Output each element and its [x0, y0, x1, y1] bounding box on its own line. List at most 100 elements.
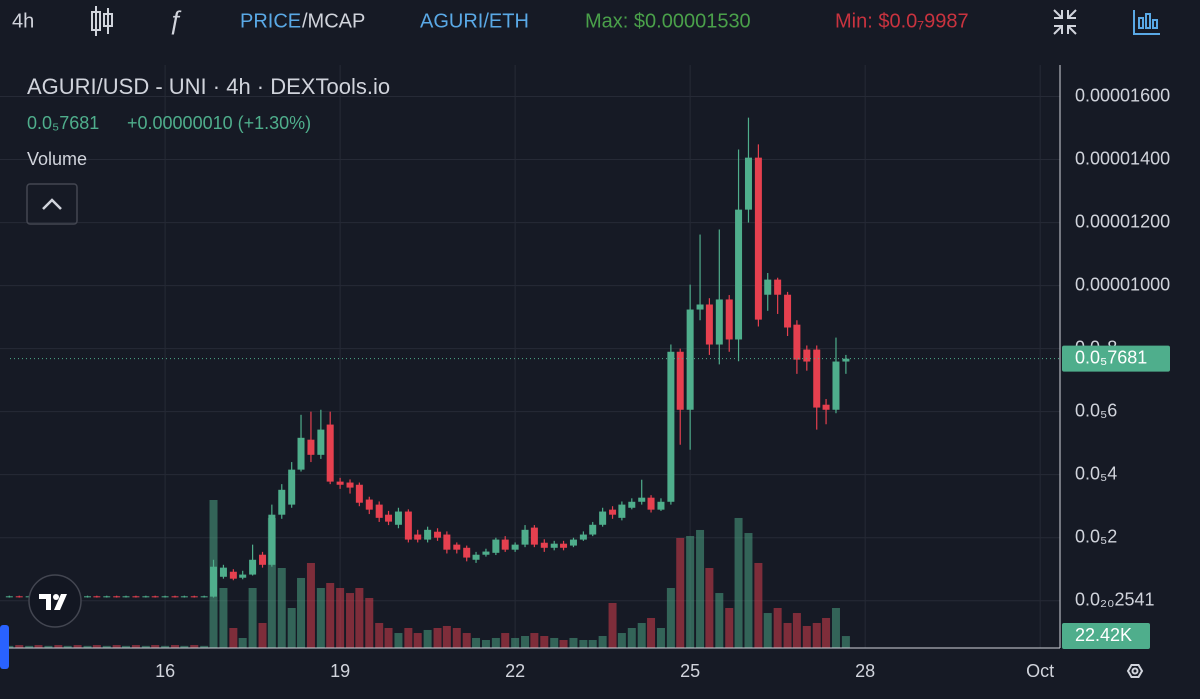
candle-body	[268, 514, 276, 565]
candle-body	[5, 596, 13, 598]
candle-body	[530, 527, 538, 545]
candle-body	[822, 404, 830, 410]
volume-bar	[559, 640, 568, 648]
volume-bar	[346, 593, 355, 648]
candle-body	[521, 529, 529, 545]
volume-bar	[131, 645, 140, 648]
volume-bar	[676, 537, 685, 648]
volume-bar	[608, 602, 617, 648]
volume-bar	[190, 645, 199, 648]
volume-bar	[579, 640, 588, 648]
mcap-toggle[interactable]: /MCAP	[302, 10, 365, 32]
candle-body	[210, 566, 218, 597]
expand-icon[interactable]	[1053, 9, 1077, 35]
candle-body	[482, 551, 490, 555]
volume-bar	[306, 562, 315, 648]
candle-body	[492, 539, 500, 553]
volume-bar	[5, 645, 14, 648]
volume-bar	[287, 608, 296, 648]
candle-body	[676, 351, 684, 410]
candle-body	[326, 424, 334, 482]
x-tick-label: Oct	[1026, 661, 1054, 681]
candle-body	[579, 534, 587, 540]
candle-body	[365, 499, 373, 510]
volume-bar	[180, 645, 189, 648]
max-price: Max: $0.00001530	[585, 10, 751, 32]
candle-body	[725, 299, 733, 340]
candle-body	[715, 299, 723, 345]
volume-legend: Volume	[27, 149, 87, 169]
settings-icon[interactable]	[1126, 664, 1144, 678]
candle-body	[122, 596, 130, 598]
candle-body	[346, 482, 354, 488]
volume-bar	[277, 568, 286, 648]
candle-body	[385, 514, 393, 522]
volume-bar	[540, 636, 549, 648]
candle-body	[161, 596, 169, 598]
candle-body	[589, 524, 597, 535]
candle-body	[832, 361, 840, 410]
volume-bar	[365, 597, 374, 648]
y-tick-label: 0.00001200	[1075, 211, 1170, 231]
volume-bar	[122, 645, 131, 648]
candle-body	[394, 511, 402, 525]
volume-bar	[404, 628, 413, 648]
volume-bar	[238, 638, 247, 648]
volume-bar	[394, 633, 403, 648]
volume-bar	[336, 588, 345, 648]
candle-body	[696, 304, 704, 310]
candle-body	[307, 439, 315, 455]
volume-bar	[686, 536, 695, 648]
volume-bar	[773, 608, 782, 648]
volume-bar	[481, 640, 490, 648]
tradingview-logo[interactable]	[28, 574, 82, 628]
y-tick-label: 0.00001400	[1075, 148, 1170, 168]
volume-bar	[647, 617, 656, 648]
plot: 0.00001600 0.00001400 0.00001200 0.00001000…	[0, 65, 1170, 681]
indicator-icon[interactable]	[1133, 10, 1160, 35]
candle-body	[667, 351, 675, 502]
volume-bar	[617, 633, 626, 648]
volume-bar	[44, 645, 53, 648]
volume-bar	[92, 645, 101, 648]
x-tick-label: 16	[155, 661, 175, 681]
candle-body	[501, 539, 509, 550]
candle-body	[735, 209, 743, 340]
candle-body	[842, 358, 850, 362]
candle-body	[609, 509, 617, 515]
volume-bar	[433, 628, 442, 648]
volume-bar	[511, 637, 520, 648]
volume-bar	[219, 588, 228, 648]
candle-body	[569, 539, 577, 546]
y-tick-label: 0.0₅6	[1075, 400, 1117, 420]
candle-body	[113, 596, 121, 598]
candle-body	[784, 294, 792, 328]
candle-body	[657, 501, 665, 510]
last-volume-tag	[1062, 623, 1150, 650]
candle-icon[interactable]	[91, 6, 113, 36]
candle-body	[142, 596, 150, 598]
volume-bar	[792, 613, 801, 648]
volume-bar	[627, 628, 636, 648]
volume-bar	[841, 636, 850, 648]
interval-button[interactable]: 4h	[12, 10, 34, 32]
candle-body	[259, 554, 267, 565]
candle-body	[93, 596, 101, 598]
volume-bar	[550, 637, 559, 648]
volume-bar	[54, 645, 63, 648]
volume-bar	[63, 645, 72, 648]
fx-icon[interactable]: ƒ	[168, 5, 182, 35]
candle-body	[540, 542, 548, 548]
pair-button[interactable]: AGURI/ETH	[420, 10, 529, 32]
volume-bar	[569, 637, 578, 648]
side-tab[interactable]	[0, 625, 9, 669]
toolbar: 4h ƒ PRICE /MCAP AGURI/ETH Max: $0.00001…	[12, 5, 1160, 36]
volume-bar	[588, 640, 597, 648]
price-toggle[interactable]: PRICE	[240, 10, 301, 32]
collapse-button[interactable]	[26, 183, 78, 225]
volume-bar	[744, 533, 753, 648]
overlay: 0.0₅7681 22.42K	[10, 345, 1170, 650]
last-price-tag	[1062, 345, 1170, 372]
candle-body	[375, 504, 383, 518]
